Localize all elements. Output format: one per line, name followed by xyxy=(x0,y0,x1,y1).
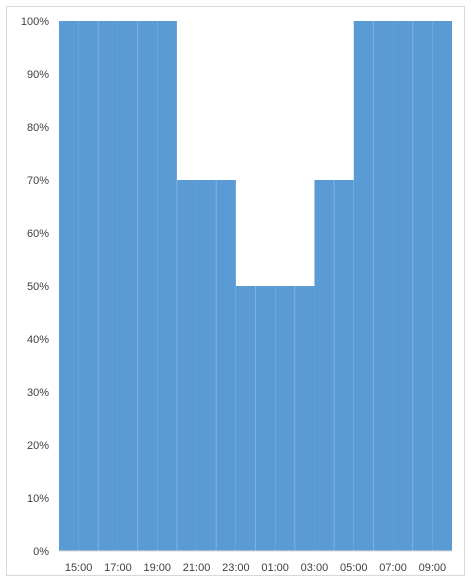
y-tick-label: 90% xyxy=(27,69,49,81)
bar-0300 xyxy=(294,286,315,551)
bar-1800 xyxy=(117,21,138,551)
bar-0900 xyxy=(412,21,433,551)
bar-1000 xyxy=(432,21,452,551)
bars-group xyxy=(59,21,452,551)
y-tick-label: 60% xyxy=(27,228,49,240)
y-tick-label: 30% xyxy=(27,387,49,399)
x-tick-label: 09:00 xyxy=(419,562,447,574)
bar-2300 xyxy=(216,180,236,551)
x-tick-label: 21:00 xyxy=(183,562,211,574)
bar-0100 xyxy=(255,286,276,551)
y-tick-label: 70% xyxy=(27,175,49,187)
bar-2100 xyxy=(176,180,197,551)
y-tick-label: 0% xyxy=(33,546,49,558)
bar-2200 xyxy=(196,180,217,551)
y-axis-ticks: 0% 10% 20% 30% 40% 50% 60% 70% 80% 90% 100% xyxy=(21,16,49,558)
bar-0700 xyxy=(373,21,394,551)
bar-0400 xyxy=(314,180,335,551)
x-tick-label: 23:00 xyxy=(222,562,250,574)
bar-0000 xyxy=(235,286,256,551)
y-tick-label: 40% xyxy=(27,334,49,346)
bar-1700 xyxy=(98,21,118,551)
x-tick-label: 03:00 xyxy=(301,562,329,574)
bar-0800 xyxy=(393,21,413,551)
y-tick-label: 80% xyxy=(27,122,49,134)
y-tick-label: 50% xyxy=(27,281,49,293)
x-tick-label: 19:00 xyxy=(143,562,171,574)
bar-1600 xyxy=(78,21,99,551)
bar-1900 xyxy=(137,21,158,551)
bar-0200 xyxy=(275,286,295,551)
x-tick-label: 07:00 xyxy=(379,562,407,574)
bar-0500 xyxy=(334,180,354,551)
y-tick-label: 20% xyxy=(27,440,49,452)
bar-2000 xyxy=(157,21,177,551)
x-axis-ticks: 15:00 17:00 19:00 21:00 23:00 01:00 03:00 05:00… xyxy=(65,562,446,574)
x-tick-label: 05:00 xyxy=(340,562,368,574)
bar-0600 xyxy=(353,21,374,551)
x-tick-label: 17:00 xyxy=(104,562,132,574)
y-tick-label: 10% xyxy=(27,493,49,505)
y-tick-label: 100% xyxy=(21,16,49,28)
x-tick-label: 15:00 xyxy=(65,562,93,574)
x-tick-label: 01:00 xyxy=(261,562,289,574)
bar-1500 xyxy=(59,21,79,551)
